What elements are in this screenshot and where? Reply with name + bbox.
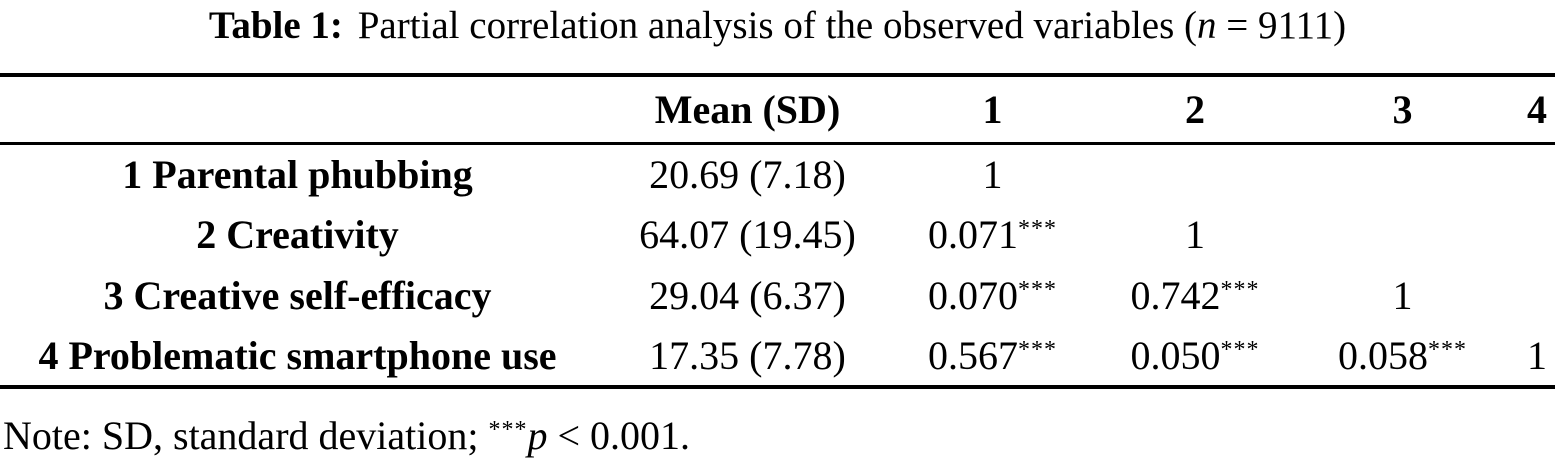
row-label: 1 Parental phubbing [122, 151, 473, 197]
corr-cell [1305, 143, 1500, 204]
corr-cell [1500, 143, 1555, 204]
corr-value: 0.058 [1338, 333, 1428, 378]
corr-cell: 0.070*** [900, 265, 1085, 326]
corr-cell: 0.071*** [900, 204, 1085, 265]
significance-stars: *** [1428, 337, 1467, 363]
mean-sd-cell: 64.07 (19.45) [639, 212, 856, 257]
n-symbol: n [1197, 4, 1217, 47]
header-mean-sd: Mean (SD) [595, 75, 900, 145]
table-row: 2 Creativity 64.07 (19.45) 0.071*** 1 [0, 204, 1555, 265]
mean-sd-cell: 17.35 (7.78) [649, 333, 846, 378]
corr-cell: 0.742*** [1085, 265, 1305, 326]
significance-stars: *** [1220, 337, 1260, 363]
header-col-2: 2 [1085, 75, 1305, 145]
corr-value: 0.742 [1130, 273, 1221, 318]
row-label: 3 Creative self-efficacy [103, 273, 492, 318]
footnote-threshold: < 0.001. [547, 413, 691, 458]
corr-cell: 1 [1085, 204, 1305, 265]
significance-stars: *** [1018, 337, 1057, 363]
corr-cell [1085, 143, 1305, 204]
corr-value: 0.070 [928, 273, 1018, 318]
corr-cell [1500, 265, 1555, 326]
significance-stars: *** [1018, 216, 1057, 242]
corr-cell: 1 [1500, 326, 1555, 387]
footnote-text: Note: SD, standard deviation; [3, 413, 489, 458]
p-symbol: p [527, 413, 548, 458]
table-row: 3 Creative self-efficacy 29.04 (6.37) 0.… [0, 265, 1555, 326]
corr-cell: 0.567*** [900, 326, 1085, 387]
corr-value: 0.050 [1130, 333, 1221, 378]
header-col-3: 3 [1305, 75, 1500, 145]
table-caption: Table 1: Partial correlation analysis of … [0, 0, 1555, 73]
table-caption-sample-size: = 9111) [1216, 4, 1347, 47]
corr-cell: 1 [1305, 265, 1500, 326]
corr-cell [1500, 204, 1555, 265]
corr-cell: 0.050*** [1085, 326, 1305, 387]
row-label: 4 Problematic smartphone use [38, 333, 557, 378]
row-label: 2 Creativity [196, 212, 399, 257]
significance-stars: *** [1220, 277, 1260, 303]
corr-value: 1 [1527, 333, 1547, 378]
header-col-4: 4 [1500, 75, 1555, 145]
table-row: 1 Parental phubbing 20.69 (7.18) 1 [0, 143, 1555, 204]
corr-value: 0.567 [928, 333, 1018, 378]
table-row: 4 Problematic smartphone use 17.35 (7.78… [0, 326, 1555, 387]
header-variable [0, 75, 595, 145]
corr-value: 0.071 [928, 212, 1018, 257]
significance-stars: *** [488, 417, 528, 443]
mean-sd-cell: 29.04 (6.37) [649, 273, 846, 318]
table-caption-label: Table 1: [208, 4, 343, 47]
table-header-row: Mean (SD) 1 2 3 4 [0, 75, 1555, 145]
table-caption-text: Partial correlation analysis of the obse… [357, 4, 1197, 47]
corr-cell [1305, 204, 1500, 265]
corr-cell: 1 [900, 143, 1085, 204]
corr-value: 1 [982, 151, 1003, 197]
significance-stars: *** [1018, 277, 1057, 303]
correlation-table: Mean (SD) 1 2 3 4 1 Parental phubbing 20… [0, 73, 1555, 389]
corr-value: 1 [1185, 212, 1205, 257]
table-footnote: Note: SD, standard deviation; ***p < 0.0… [3, 412, 1555, 459]
mean-sd-cell: 20.69 (7.18) [649, 151, 846, 197]
header-col-1: 1 [900, 75, 1085, 145]
corr-value: 1 [1392, 273, 1413, 318]
corr-cell: 0.058*** [1305, 326, 1500, 387]
